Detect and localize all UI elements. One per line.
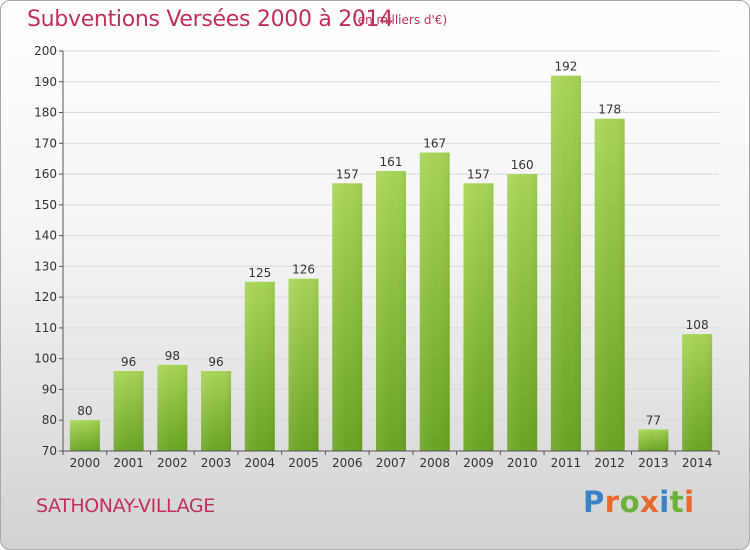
bar-shine-2001 — [113, 371, 144, 451]
y-tick-label: 120 — [34, 290, 57, 304]
x-tick-label: 2001 — [113, 456, 144, 470]
data-label: 157 — [467, 167, 490, 181]
x-tick-label: 2007 — [376, 456, 407, 470]
data-label: 108 — [686, 318, 709, 332]
x-tick-label: 2002 — [157, 456, 188, 470]
logo-letter: i — [684, 485, 695, 519]
x-tick-label: 2008 — [419, 456, 450, 470]
y-tick-label: 170 — [34, 136, 57, 150]
logo-letter: i — [659, 485, 670, 519]
bar-shine-2005 — [288, 278, 319, 451]
y-tick-label: 100 — [34, 352, 57, 366]
y-tick-label: 70 — [42, 444, 57, 458]
y-tick-label: 200 — [34, 44, 57, 58]
unit-note: (en milliers d'€) — [353, 13, 448, 27]
y-tick-label: 130 — [34, 259, 57, 273]
logo-letter: r — [604, 485, 620, 519]
data-label: 80 — [77, 404, 92, 418]
x-tick-label: 2006 — [332, 456, 363, 470]
bar-shine-2013 — [638, 429, 669, 451]
place-name: SATHONAY-VILLAGE — [36, 495, 215, 517]
bar-shine-2010 — [507, 174, 538, 452]
x-tick-label: 2011 — [551, 456, 582, 470]
logo-letter: x — [640, 485, 660, 519]
x-tick-label: 2014 — [682, 456, 713, 470]
data-label: 96 — [208, 355, 223, 369]
data-label: 160 — [511, 158, 534, 172]
axes — [59, 50, 720, 455]
data-label: 98 — [165, 349, 180, 363]
bar-shine-2014 — [682, 334, 713, 451]
y-tick-label: 160 — [34, 167, 57, 181]
y-tick-label: 90 — [42, 382, 57, 396]
chart-title: Subventions Versées 2000 à 2014 — [27, 7, 394, 32]
bars — [69, 75, 713, 452]
x-tick-label: 2013 — [638, 456, 669, 470]
bar-shine-2000 — [69, 420, 100, 451]
data-label: 77 — [646, 413, 661, 427]
logo-letter: o — [619, 485, 641, 519]
data-label: 192 — [554, 60, 577, 74]
y-tick-label: 190 — [34, 75, 57, 89]
x-tick-label: 2004 — [245, 456, 276, 470]
x-tick-label: 2000 — [70, 456, 101, 470]
proxiti-logo[interactable]: Proxiti — [583, 485, 695, 519]
data-label: 126 — [292, 263, 315, 277]
y-tick-label: 140 — [34, 229, 57, 243]
x-tick-label: 2012 — [594, 456, 625, 470]
y-tick-labels: 70 80 90 100 110 120 130 140 150 160 170 180 190 200 — [34, 44, 57, 458]
bar-shine-2004 — [244, 281, 275, 451]
data-label: 167 — [423, 137, 446, 151]
x-tick-label: 2003 — [201, 456, 232, 470]
bar-shine-2006 — [332, 183, 363, 452]
x-tick-label: 2010 — [507, 456, 538, 470]
x-tick-label: 2009 — [463, 456, 494, 470]
bar-shine-2002 — [157, 364, 188, 451]
data-label: 178 — [598, 103, 621, 117]
data-label: 161 — [380, 155, 403, 169]
y-tick-label: 150 — [34, 198, 57, 212]
data-label: 125 — [248, 266, 271, 280]
bar-shine-2003 — [201, 371, 232, 451]
data-labels: 80 96 98 96 125 126 157 161 167 157 160 192 178 77 108 — [77, 60, 708, 428]
x-tick-label: 2005 — [288, 456, 319, 470]
y-tick-label: 110 — [34, 321, 57, 335]
bar-shine-2011 — [550, 75, 581, 451]
x-tick-labels: 2000 2001 2002 2003 2004 2005 2006 2007 2008 2009… — [70, 456, 713, 470]
data-label: 157 — [336, 167, 359, 181]
bar-shine-2012 — [594, 118, 625, 451]
logo-letter: P — [583, 485, 605, 519]
data-label: 96 — [121, 355, 136, 369]
bar-shine-2008 — [419, 152, 450, 452]
bar-shine-2009 — [463, 183, 494, 452]
bar-shine-2007 — [376, 171, 406, 451]
y-tick-label: 80 — [42, 413, 57, 427]
logo-letter: t — [669, 485, 685, 519]
y-tick-label: 180 — [34, 106, 57, 120]
